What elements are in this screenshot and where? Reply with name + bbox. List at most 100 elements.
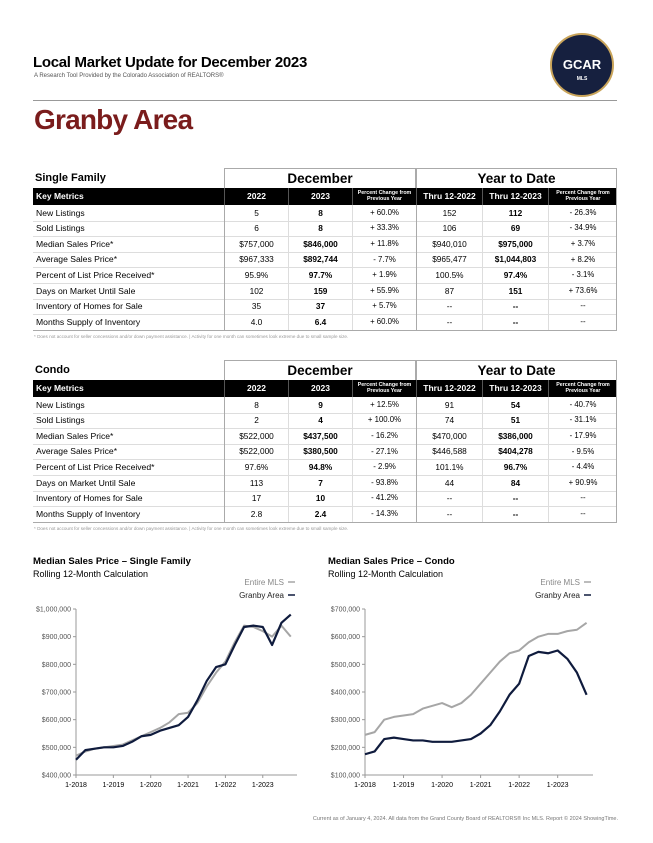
table-cell: -- bbox=[416, 298, 482, 315]
table-cell: $437,500 bbox=[288, 428, 352, 444]
row-line bbox=[33, 283, 617, 284]
x-tick-label: 1-2020 bbox=[140, 782, 162, 789]
table-cell: 106 bbox=[416, 220, 482, 237]
y-tick-label: $700,000 bbox=[42, 690, 71, 697]
table-cell: Percent of List Price Received* bbox=[36, 269, 155, 280]
table-cell: $522,000 bbox=[224, 443, 288, 460]
table-cell: + 73.6% bbox=[548, 283, 617, 299]
table-cell: New Listings bbox=[36, 399, 85, 410]
table-cell: New Listings bbox=[36, 207, 85, 218]
table-bottom bbox=[33, 329, 617, 331]
table-cell: - 2.9% bbox=[352, 459, 416, 475]
y-tick-label: $900,000 bbox=[42, 634, 71, 641]
y-tick-label: $100,000 bbox=[331, 773, 360, 780]
group-divider bbox=[224, 397, 225, 522]
group-divider bbox=[224, 205, 225, 330]
table-cell: $446,588 bbox=[416, 443, 482, 460]
table-cell: 8 bbox=[288, 220, 352, 237]
table-cell: -- bbox=[482, 506, 548, 522]
table-cell: $380,500 bbox=[288, 443, 352, 460]
group-divider bbox=[416, 205, 417, 330]
table-cell: 10 bbox=[288, 490, 352, 507]
table-cell: + 3.7% bbox=[548, 236, 617, 252]
column-header: Percent Change from Previous Year bbox=[352, 380, 416, 397]
y-tick-label: $300,000 bbox=[331, 717, 360, 724]
table-cell: + 100.0% bbox=[352, 412, 416, 429]
x-tick-label: 1-2019 bbox=[102, 782, 124, 789]
row-line bbox=[33, 490, 617, 492]
table-cell: 87 bbox=[416, 283, 482, 299]
table-cell: 8 bbox=[224, 397, 288, 413]
table-cell: 94.8% bbox=[288, 459, 352, 475]
table-cell: + 5.7% bbox=[352, 298, 416, 315]
footnote: * Does not account for seller concession… bbox=[34, 333, 349, 339]
column-header: Key Metrics bbox=[36, 383, 84, 394]
table-cell: 51 bbox=[482, 412, 548, 429]
table-cell: Inventory of Homes for Sale bbox=[36, 301, 143, 312]
table-cell: $1,044,803 bbox=[482, 251, 548, 268]
table-cell: 4.0 bbox=[224, 314, 288, 330]
section-label: Single Family bbox=[35, 171, 106, 184]
table-cell: - 31.1% bbox=[548, 412, 617, 429]
table: Single Family December Year to Date Key Met… bbox=[33, 168, 617, 339]
row-line bbox=[33, 475, 617, 476]
group-header: Year to Date bbox=[416, 360, 617, 380]
row-line bbox=[33, 459, 617, 461]
table-cell: -- bbox=[548, 506, 617, 522]
series-line bbox=[75, 624, 292, 757]
table-cell: 2.4 bbox=[288, 506, 352, 522]
column-header: 2023 bbox=[288, 188, 352, 205]
table-cell: Sold Listings bbox=[36, 223, 85, 234]
x-tick-label: 1-2018 bbox=[65, 782, 87, 789]
table-cell: - 9.5% bbox=[548, 443, 617, 460]
row-line bbox=[33, 506, 617, 508]
y-tick-label: $500,000 bbox=[42, 745, 71, 752]
header-bar: Key Metrics 2022 2023 Percent Change from P… bbox=[33, 188, 617, 205]
table-cell: 17 bbox=[224, 490, 288, 507]
table: Condo December Year to Date Key Metrics 2022… bbox=[33, 360, 617, 531]
table-cell: 159 bbox=[288, 283, 352, 299]
table-border bbox=[616, 380, 617, 522]
section-label: Condo bbox=[35, 363, 70, 376]
table-cell: $965,477 bbox=[416, 251, 482, 268]
row-line bbox=[33, 251, 617, 253]
logo-text: GCAR bbox=[562, 57, 602, 72]
table-cell: - 41.2% bbox=[352, 490, 416, 507]
header-bar: Key Metrics 2022 2023 Percent Change from P… bbox=[33, 380, 617, 397]
column-header: Percent Change from Previous Year bbox=[548, 188, 617, 205]
title: Local Market Update for December 2023 bbox=[33, 54, 308, 71]
column-header: Thru 12-2022 bbox=[416, 188, 482, 205]
series-line bbox=[364, 622, 588, 736]
table-cell: + 8.2% bbox=[548, 251, 617, 268]
y-tick-label: $600,000 bbox=[42, 717, 71, 724]
x-tick-label: 1-2022 bbox=[508, 782, 530, 789]
row-line bbox=[33, 443, 617, 445]
table-cell: 69 bbox=[482, 220, 548, 237]
table-cell: - 93.8% bbox=[352, 475, 416, 491]
table-cell: + 90.9% bbox=[548, 475, 617, 491]
table-cell: - 40.7% bbox=[548, 397, 617, 413]
rule bbox=[33, 100, 617, 101]
table-cell: $975,000 bbox=[482, 236, 548, 252]
y-tick-label: $600,000 bbox=[331, 634, 360, 641]
x-tick-label: 1-2023 bbox=[547, 782, 569, 789]
table-cell: Days on Market Until Sale bbox=[36, 285, 136, 296]
table-cell: - 4.4% bbox=[548, 459, 617, 475]
chart-subtitle: Rolling 12-Month Calculation bbox=[33, 569, 148, 579]
x-tick-label: 1-2023 bbox=[252, 782, 274, 789]
footnote: * Does not account for seller concession… bbox=[34, 525, 349, 531]
row-line bbox=[33, 220, 617, 222]
table-cell: - 7.7% bbox=[352, 251, 416, 268]
table-cell: 74 bbox=[416, 412, 482, 429]
series-line bbox=[75, 613, 292, 761]
y-tick-label: $1,000,000 bbox=[36, 607, 71, 614]
table-cell: 91 bbox=[416, 397, 482, 413]
x-tick-label: 1-2018 bbox=[354, 782, 376, 789]
logo: GCAR MLS bbox=[550, 33, 614, 97]
row-line bbox=[33, 412, 617, 414]
table-cell: - 16.2% bbox=[352, 428, 416, 444]
y-tick-label: $500,000 bbox=[331, 662, 360, 669]
y-tick-label: $700,000 bbox=[331, 607, 360, 614]
group-header: December bbox=[224, 168, 416, 188]
column-header: Key Metrics bbox=[36, 191, 84, 202]
